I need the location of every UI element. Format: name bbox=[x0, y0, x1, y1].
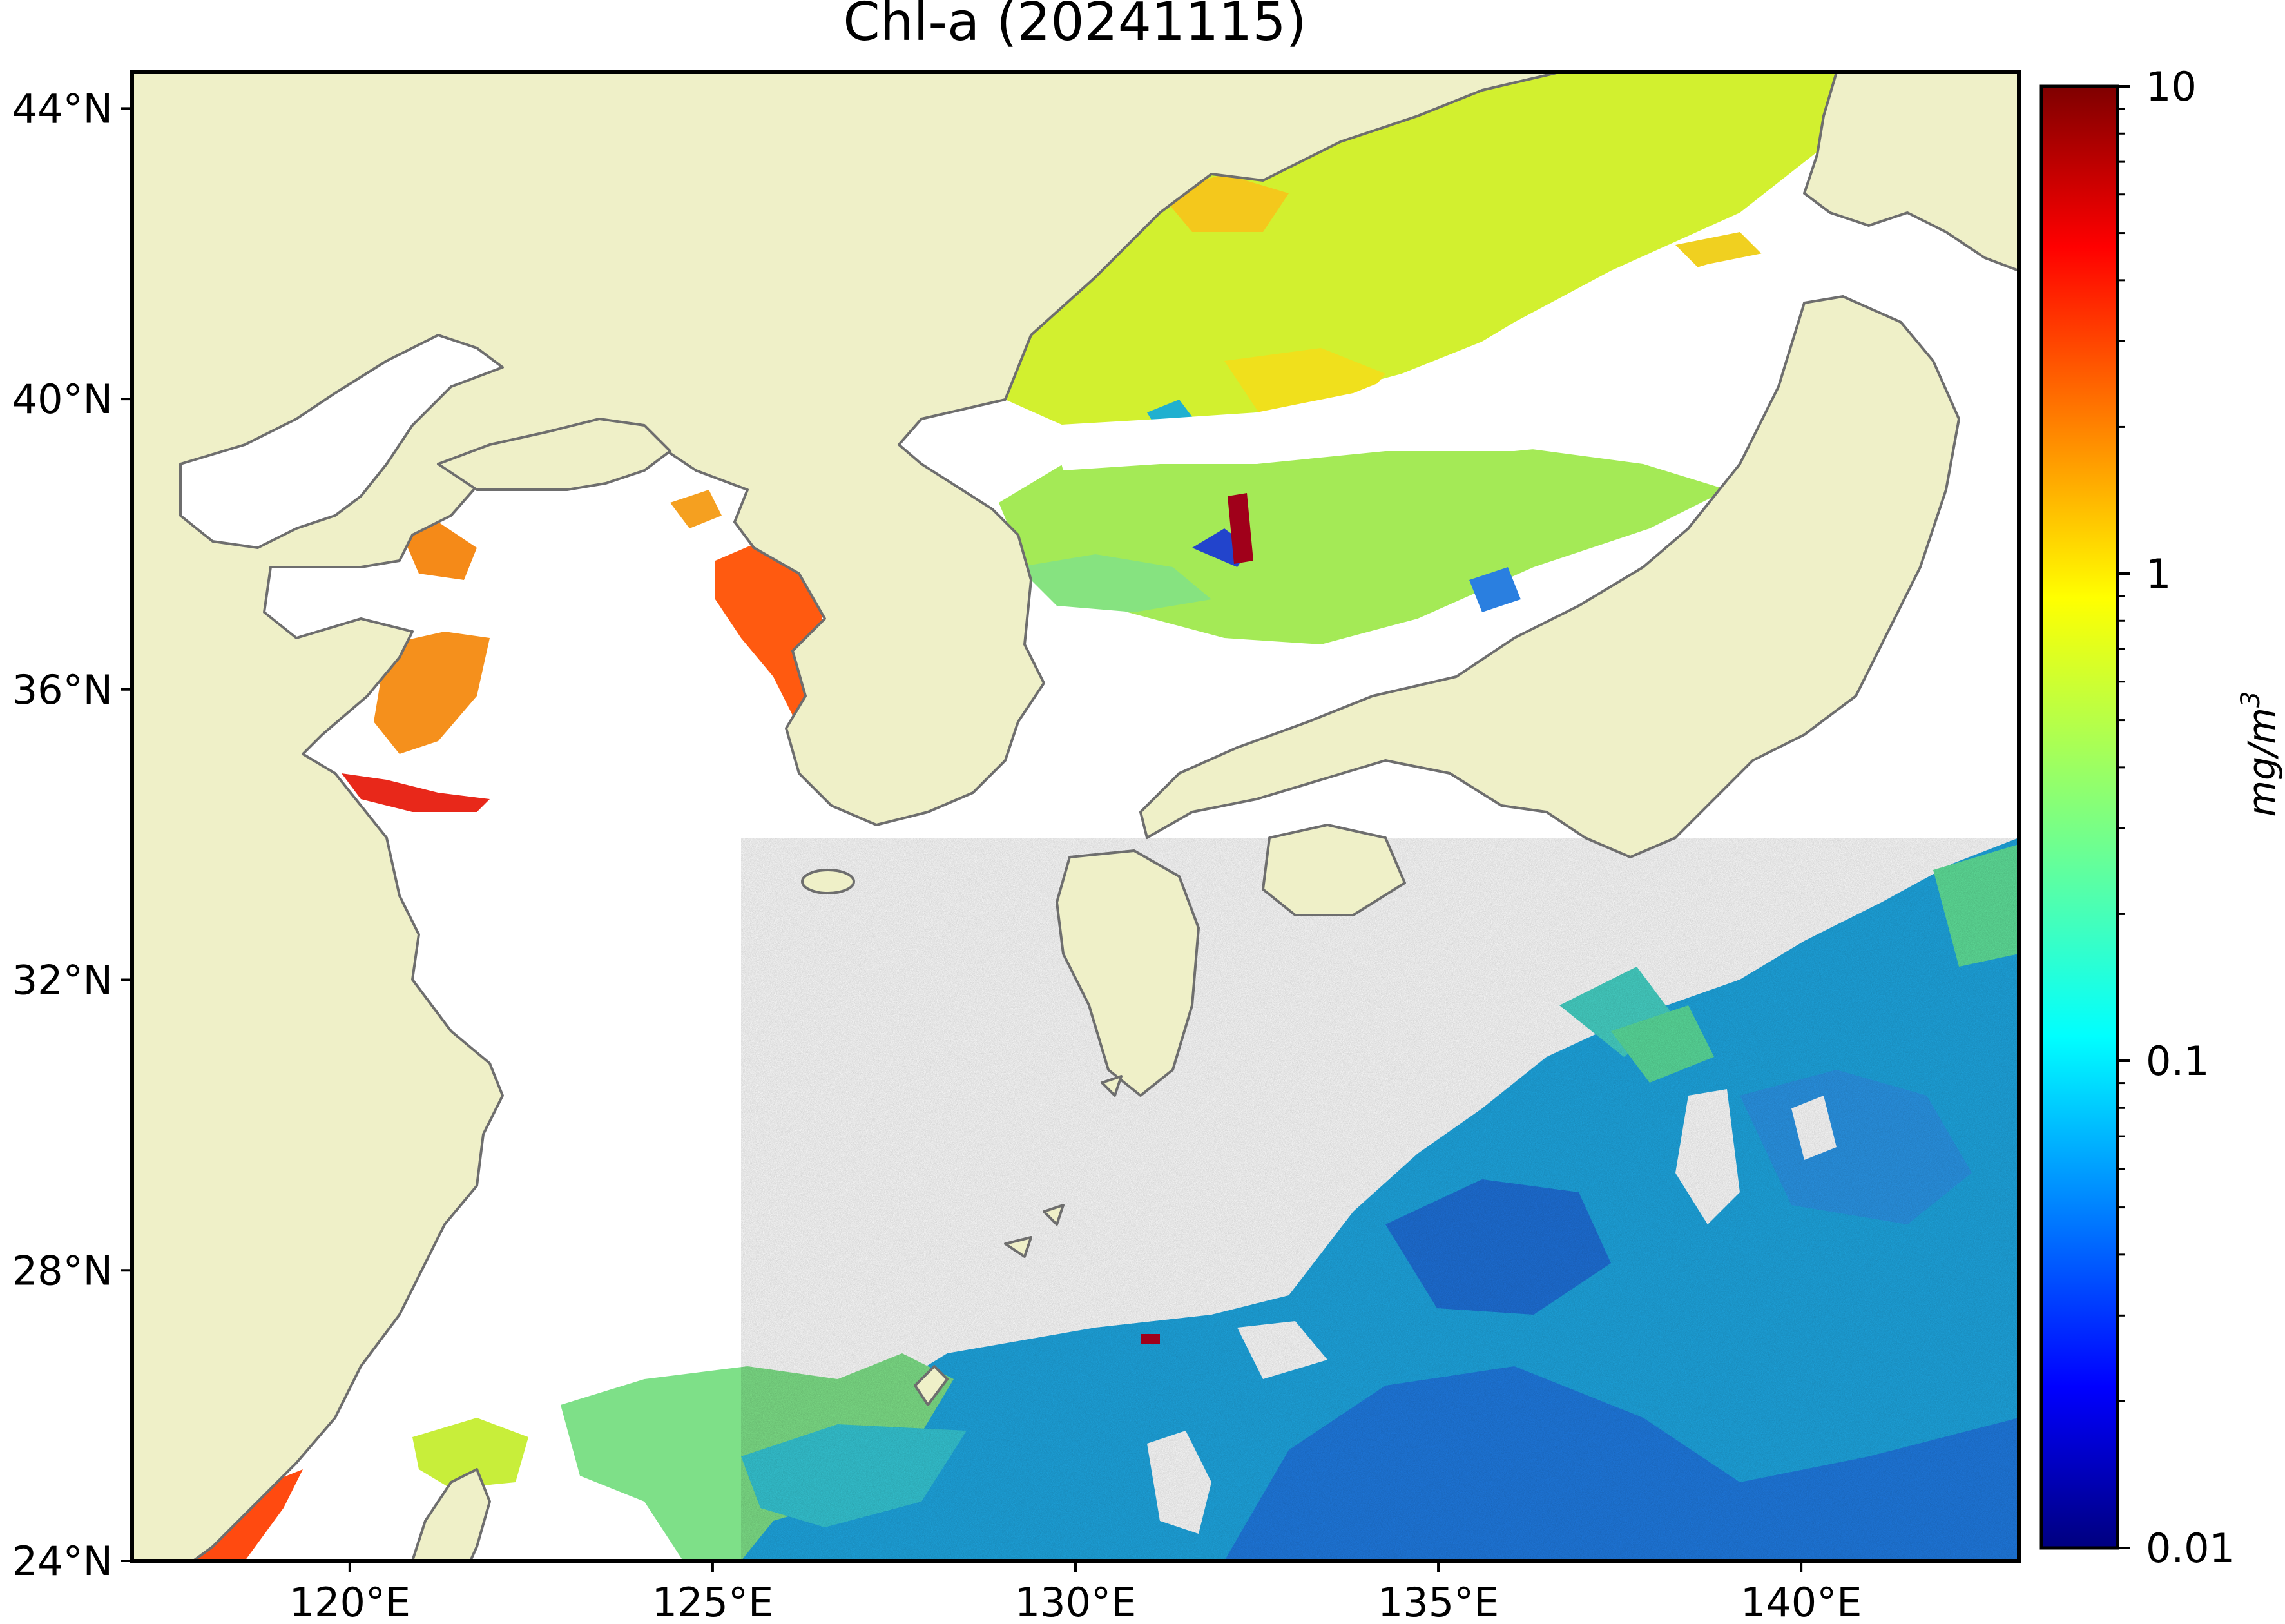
x-tick-label: 140°E bbox=[1740, 1579, 1862, 1624]
chl-data-sea-of-japan bbox=[999, 72, 1837, 644]
colorbar-gradient bbox=[2039, 84, 2119, 1550]
colorbar-label: mg/m3 bbox=[2236, 691, 2284, 817]
colorbar: 10 1 0.1 0.01 mg/m3 bbox=[2039, 63, 2284, 1572]
x-tick-label: 130°E bbox=[1015, 1579, 1137, 1624]
map-title: Chl-a (20241115) bbox=[843, 0, 1306, 53]
x-tick-label: 135°E bbox=[1378, 1579, 1499, 1624]
land-liaodong-peninsula bbox=[437, 418, 671, 491]
y-tick-label: 40°N bbox=[12, 376, 113, 423]
land-honshu bbox=[1139, 295, 1960, 858]
land-kyushu bbox=[1056, 849, 1200, 1097]
y-tick-label: 36°N bbox=[12, 666, 113, 713]
land-taiwan bbox=[411, 1468, 491, 1561]
land-shikoku bbox=[1262, 824, 1406, 916]
y-tick-label: 24°N bbox=[12, 1538, 113, 1585]
colorbar-tick-label: 0.1 bbox=[2146, 1038, 2210, 1085]
map-area bbox=[132, 72, 2019, 1561]
colorbar-tick-label: 0.01 bbox=[2146, 1525, 2235, 1572]
bohai-sea-water bbox=[179, 334, 504, 549]
y-tick-label: 28°N bbox=[12, 1247, 113, 1294]
x-tick-label: 120°E bbox=[289, 1579, 411, 1624]
y-axis: 24°N 28°N 32°N 36°N 40°N 44°N bbox=[12, 85, 132, 1585]
colorbar-ticks: 10 1 0.1 0.01 bbox=[2117, 63, 2235, 1572]
land-okinawa bbox=[914, 1365, 949, 1406]
y-tick-label: 32°N bbox=[12, 957, 113, 1004]
land-hokkaido bbox=[1803, 72, 2019, 272]
land-masses bbox=[132, 72, 2019, 1561]
x-tick-label: 125°E bbox=[652, 1579, 774, 1624]
colorbar-tick-label: 10 bbox=[2146, 63, 2197, 110]
colorbar-tick-label: 1 bbox=[2146, 550, 2171, 597]
x-axis: 120°E 125°E 130°E 135°E 140°E bbox=[289, 1561, 1862, 1624]
land-jeju-island bbox=[801, 869, 855, 894]
y-tick-label: 44°N bbox=[12, 85, 113, 132]
chl-data-coastal bbox=[193, 490, 1160, 1561]
